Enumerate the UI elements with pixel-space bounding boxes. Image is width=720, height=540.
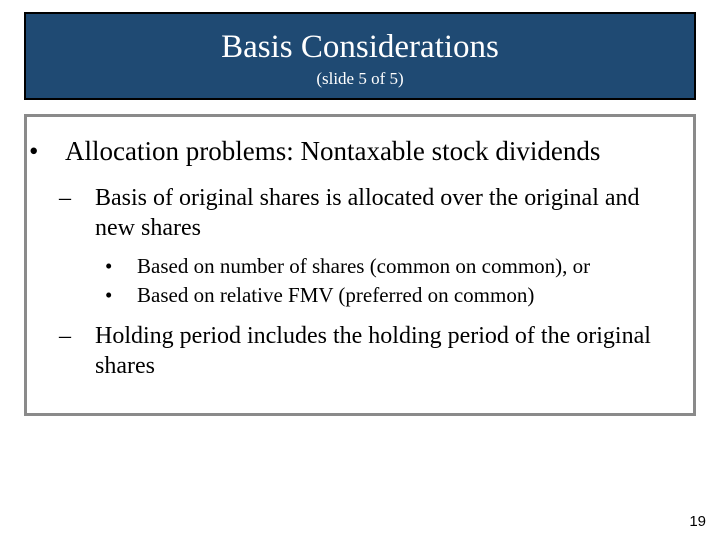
level3-group: •Based on number of shares (common on co… [47,253,673,310]
slide-title: Basis Considerations [221,29,499,65]
slide-title-box: Basis Considerations (slide 5 of 5) [24,12,696,100]
page-number: 19 [689,513,706,530]
level3-text: Based on number of shares (common on com… [137,254,590,278]
bullet-level1: •Allocation problems: Nontaxable stock d… [65,135,673,169]
bullet-level3: •Based on number of shares (common on co… [137,253,673,280]
bullet-level2: –Holding period includes the holding per… [95,321,673,381]
bullet-small-icon: • [121,282,137,309]
slide-subtitle: (slide 5 of 5) [316,69,403,89]
bullet-level3: •Based on relative FMV (preferred on com… [137,282,673,309]
dash-icon: – [77,183,95,213]
level2-text: Basis of original shares is allocated ov… [95,185,640,241]
level2-text: Holding period includes the holding peri… [95,323,651,379]
level1-text: Allocation problems: Nontaxable stock di… [65,136,600,166]
bullet-icon: • [47,135,65,169]
dash-icon: – [77,321,95,351]
bullet-level2: –Basis of original shares is allocated o… [95,183,673,243]
slide-content-box: •Allocation problems: Nontaxable stock d… [24,114,696,416]
level3-text: Based on relative FMV (preferred on comm… [137,283,534,307]
bullet-small-icon: • [121,253,137,280]
